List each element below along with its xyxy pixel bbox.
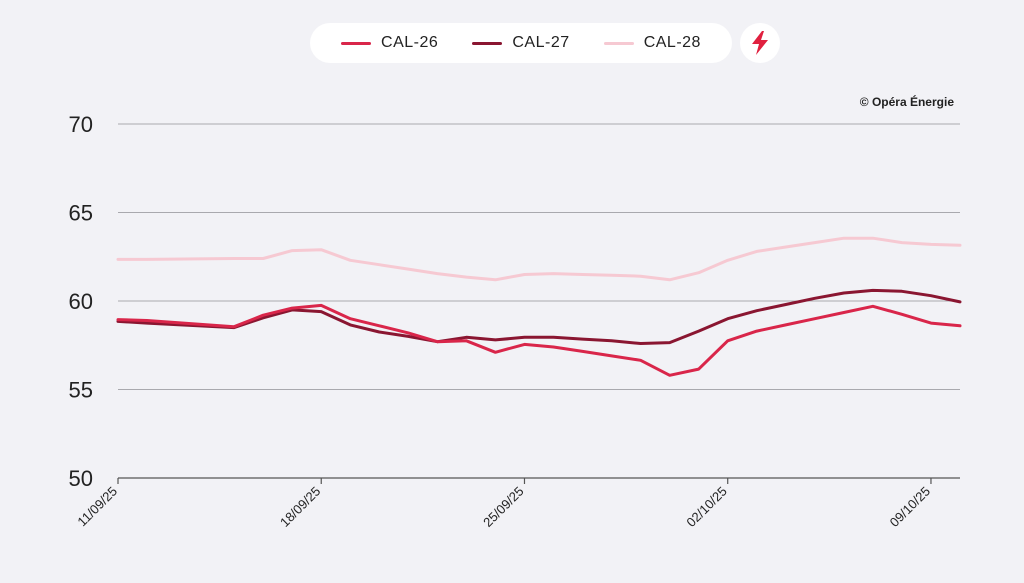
- series-line-cal-27: [116, 288, 962, 345]
- copyright-text: © Opéra Énergie: [859, 95, 954, 109]
- x-tick-label-02/10/25: 02/10/25: [683, 484, 729, 530]
- legend-label-cal-27: CAL-27: [512, 34, 570, 51]
- legend-swatch-cal-28: [603, 41, 634, 45]
- lightning-bolt-icon: [752, 31, 768, 55]
- x-tick-label-09/10/25: 09/10/25: [887, 484, 933, 530]
- legend-item-cal-28[interactable]: CAL-28: [603, 34, 701, 52]
- legend-item-cal-27[interactable]: CAL-27: [472, 34, 569, 52]
- legend-swatch-cal-26: [341, 41, 372, 45]
- y-tick-label-65: 65: [69, 201, 93, 226]
- y-tick-label-50: 50: [69, 466, 93, 491]
- y-tick-label-55: 55: [69, 378, 93, 403]
- x-tick-label-18/09/25: 18/09/25: [277, 484, 323, 530]
- legend-item-cal-26[interactable]: CAL-26: [341, 34, 438, 52]
- legend-swatch-cal-27: [472, 41, 503, 45]
- x-tick-label-25/09/25: 25/09/25: [480, 484, 526, 530]
- legend-label-cal-28: CAL-28: [643, 34, 701, 51]
- series-line-cal-28: [116, 236, 962, 282]
- legend-label-cal-26: CAL-26: [381, 34, 439, 51]
- series-line-cal-26: [116, 303, 962, 377]
- y-tick-label-70: 70: [69, 112, 93, 137]
- y-tick-label-60: 60: [69, 289, 93, 314]
- energy-type-button[interactable]: [740, 23, 780, 63]
- chart-legend: CAL-26 CAL-27 CAL-28: [310, 23, 732, 63]
